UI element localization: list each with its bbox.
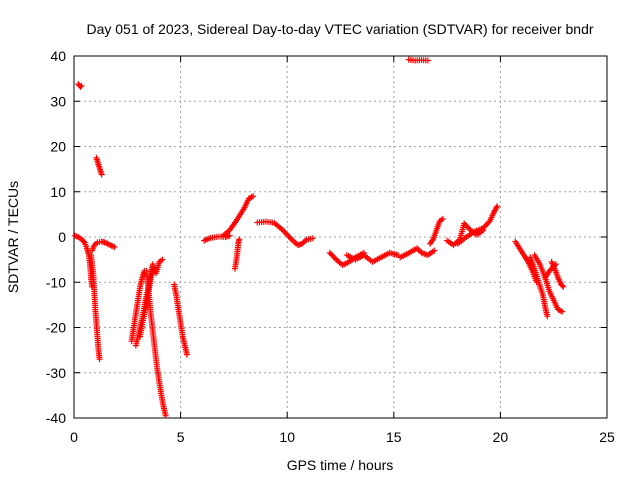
data-point xyxy=(78,82,85,89)
data-point xyxy=(250,193,257,200)
data-point xyxy=(494,203,501,210)
data-point xyxy=(544,313,551,320)
x-tick-label: 5 xyxy=(177,429,185,445)
y-axis-title: SDTVAR / TECUs xyxy=(5,181,21,293)
data-point xyxy=(226,232,233,239)
x-tick-label: 10 xyxy=(279,429,295,445)
x-tick-label: 0 xyxy=(70,429,78,445)
tick-labels: 0 5 10 15 20 25 -40 -30 -20 -10 0 10 20 30 40 xyxy=(46,48,615,445)
data-point xyxy=(183,351,190,358)
data-point xyxy=(559,308,566,315)
data-point xyxy=(80,238,87,245)
axis-ticks xyxy=(73,55,608,419)
x-tick-label: 25 xyxy=(599,429,615,445)
data-points xyxy=(72,56,567,419)
y-tick-label: -40 xyxy=(46,410,66,426)
y-tick-label: 40 xyxy=(50,48,66,64)
grid-lines xyxy=(74,56,607,418)
data-point xyxy=(162,412,169,419)
data-point xyxy=(159,256,166,263)
data-point xyxy=(309,235,316,242)
data-point xyxy=(559,282,566,289)
x-tick-label: 20 xyxy=(493,429,509,445)
y-tick-label: 10 xyxy=(50,184,66,200)
y-tick-label: 30 xyxy=(50,93,66,109)
data-point xyxy=(485,219,492,226)
y-tick-label: 0 xyxy=(58,229,66,245)
data-point xyxy=(560,283,567,290)
y-tick-label: 20 xyxy=(50,139,66,155)
x-tick-label: 15 xyxy=(386,429,402,445)
x-axis-title: GPS time / hours xyxy=(287,457,394,473)
data-point xyxy=(331,255,338,262)
data-point xyxy=(439,215,446,222)
y-tick-label: -30 xyxy=(46,365,66,381)
y-tick-label: -10 xyxy=(46,274,66,290)
chart-title: Day 051 of 2023, Sidereal Day-to-day VTE… xyxy=(86,21,593,37)
data-point xyxy=(236,236,243,243)
data-point xyxy=(111,243,118,250)
y-tick-label: -20 xyxy=(46,320,66,336)
data-point xyxy=(77,83,84,90)
data-point xyxy=(96,356,103,363)
data-point xyxy=(98,171,105,178)
data-point xyxy=(299,240,306,247)
data-point xyxy=(431,247,438,254)
data-point xyxy=(424,57,431,64)
